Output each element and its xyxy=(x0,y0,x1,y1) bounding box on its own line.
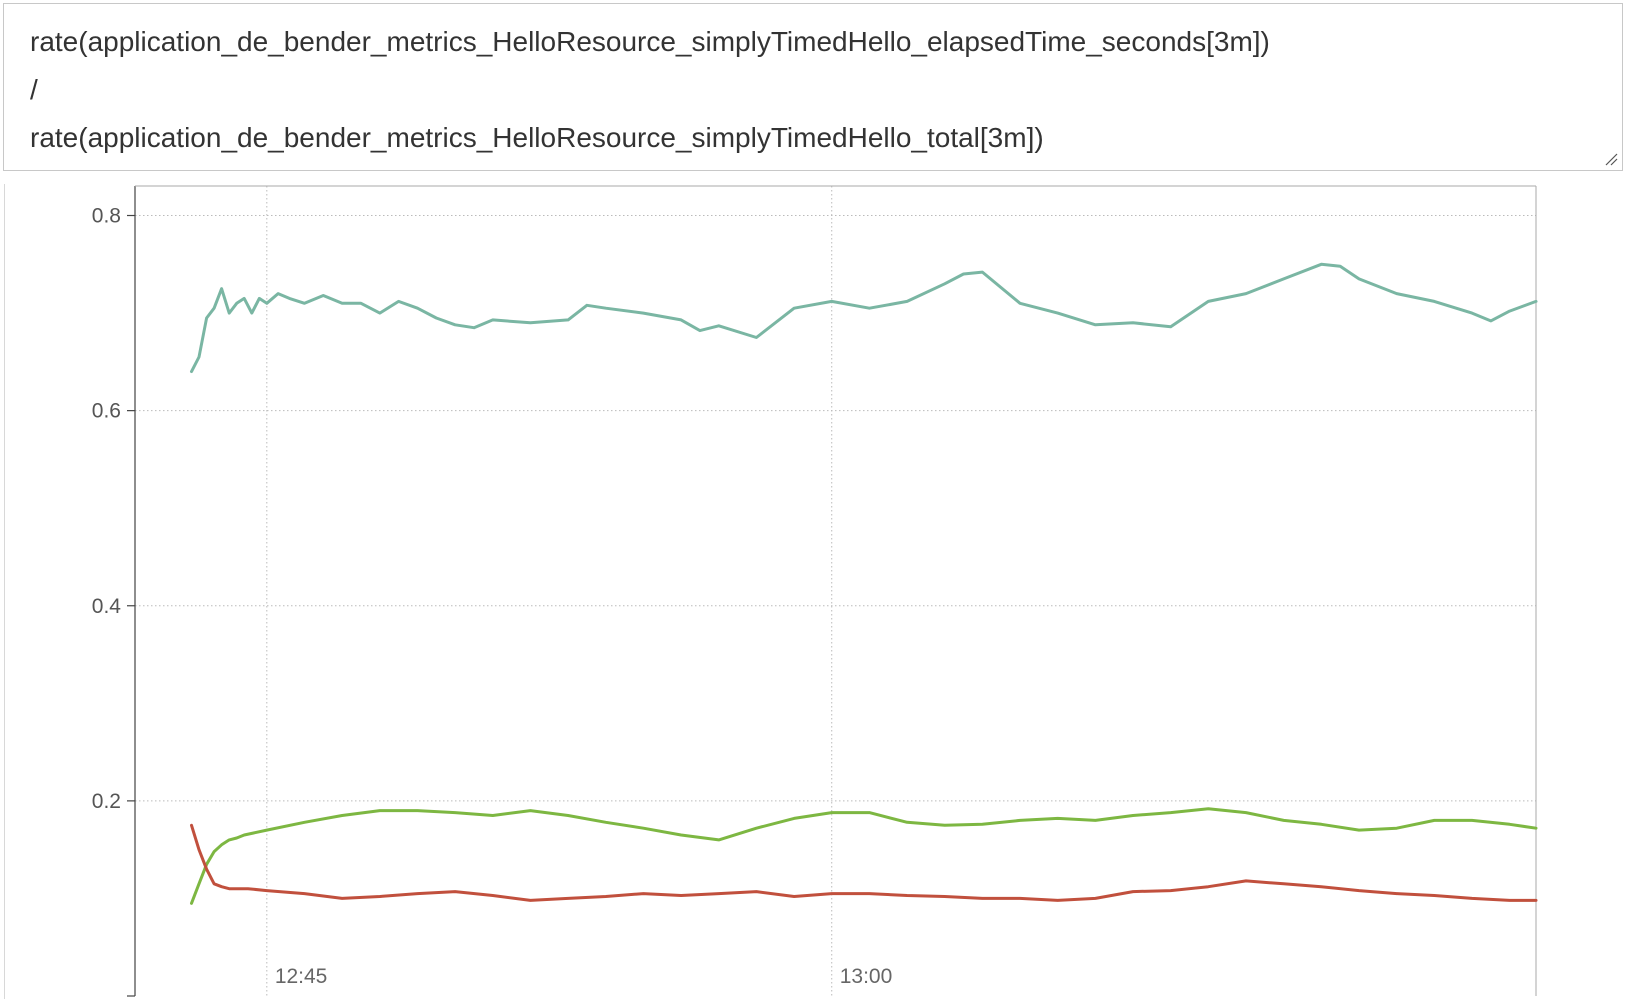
series-line-3 xyxy=(192,825,1537,900)
line-chart: 0.2 0.4 0.6 0.8 12:45 13:00 xyxy=(5,184,1626,999)
series-layer xyxy=(192,264,1537,903)
grid-layer xyxy=(135,186,1536,996)
query-line-1: rate(application_de_bender_metrics_Hello… xyxy=(30,18,1596,66)
graph-panel: 0.2 0.4 0.6 0.8 12:45 13:00 xyxy=(4,184,1626,999)
series-line-1 xyxy=(192,264,1537,371)
query-line-3: rate(application_de_bender_metrics_Hello… xyxy=(30,114,1596,162)
resize-handle-icon[interactable] xyxy=(1602,150,1618,166)
y-tick-label: 0.2 xyxy=(92,790,121,813)
x-tick-label: 12:45 xyxy=(275,965,328,988)
query-line-2: / xyxy=(30,66,1596,114)
axis-layer: 0.2 0.4 0.6 0.8 12:45 13:00 xyxy=(92,186,1536,996)
y-tick-label: 0.8 xyxy=(92,205,121,228)
y-tick-label: 0.4 xyxy=(92,595,122,618)
query-textarea[interactable]: rate(application_de_bender_metrics_Hello… xyxy=(3,3,1623,171)
y-tick-label: 0.6 xyxy=(92,400,121,423)
x-tick-label: 13:00 xyxy=(840,965,893,988)
